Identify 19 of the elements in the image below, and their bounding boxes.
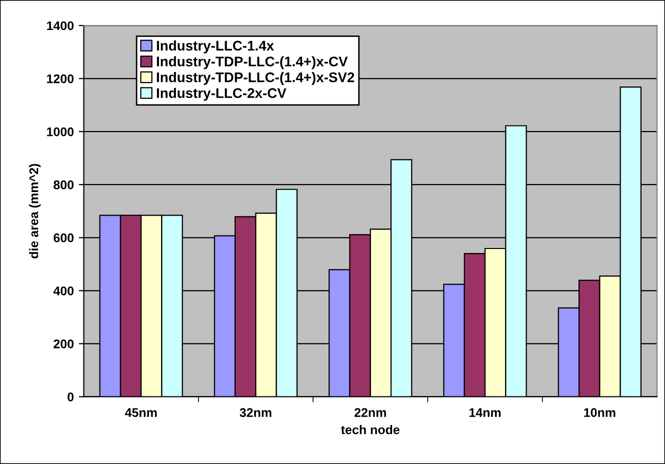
- legend-label: Industry-TDP-LLC-(1.4+)x-SV2: [156, 72, 354, 85]
- legend-label: Industry-LLC-2x-CV: [156, 88, 286, 101]
- y-tick-label: 600: [54, 233, 74, 242]
- x-tick-label: 22nm: [354, 408, 386, 417]
- x-tick-label: 14nm: [470, 408, 501, 417]
- y-axis-title: die area (mm^2): [29, 164, 41, 258]
- y-tick-label: 0: [68, 392, 74, 402]
- legend-label: Industry-TDP-LLC-(1.4+)x-CV: [156, 56, 348, 70]
- y-tick-label: 400: [53, 286, 74, 296]
- y-tick-label: 1200: [47, 74, 74, 84]
- y-tick-label: 200: [54, 339, 74, 348]
- y-tick-label: 800: [54, 180, 74, 190]
- x-axis-title: tech node: [341, 425, 400, 434]
- x-tick-label: 45nm: [124, 408, 157, 418]
- legend-label: Industry-LLC-1.4x: [156, 40, 274, 54]
- x-tick-label: 10nm: [584, 408, 616, 418]
- y-tick-label: 1400: [47, 21, 74, 30]
- y-tick-label: 1000: [47, 127, 74, 136]
- x-tick-label: 32nm: [240, 408, 272, 418]
